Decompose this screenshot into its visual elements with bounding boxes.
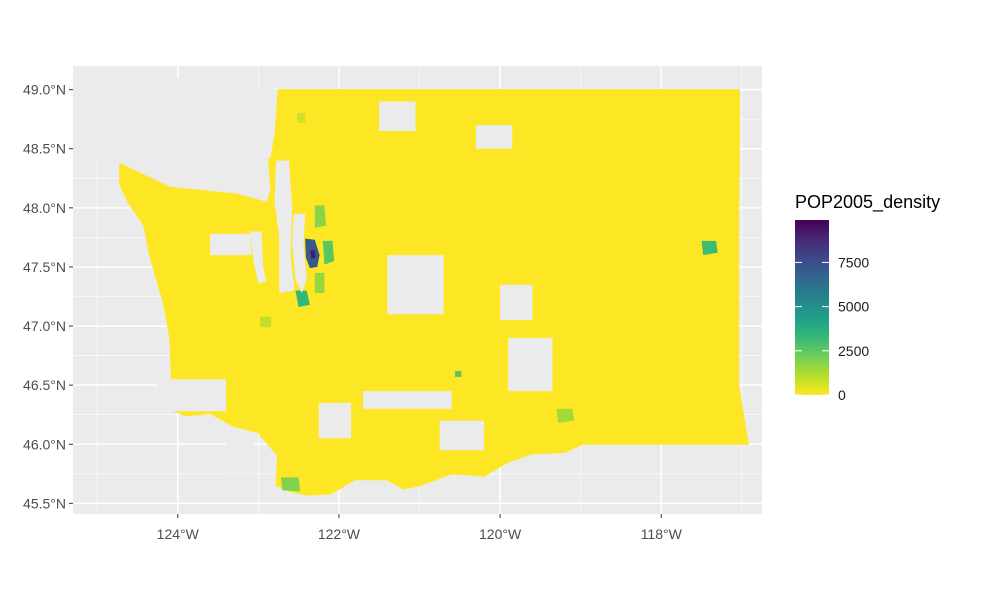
legend-title: POP2005_density: [795, 192, 940, 213]
y-tick-label: 48.5°N: [23, 141, 66, 157]
density-region: [556, 408, 575, 423]
gap-area: [508, 337, 553, 392]
y-tick-label: 47.5°N: [23, 259, 66, 275]
y-tick-label: 48.0°N: [23, 200, 66, 216]
gap-area: [210, 233, 252, 256]
water-body: [250, 231, 267, 284]
water-bodies: [250, 89, 307, 293]
y-tick-label: 45.5°N: [23, 495, 66, 511]
density-region: [455, 371, 462, 377]
density-region: [309, 250, 316, 259]
y-axis-ticks: 45.5°N 46.0°N 46.5°N 47.0°N 47.5°N 48.0°N 48.5…: [23, 82, 73, 511]
density-region: [322, 240, 335, 265]
gap-area: [318, 402, 351, 439]
x-tick-label: 122°W: [318, 526, 361, 542]
legend-ticks: 0 2500 5000 7500: [795, 254, 869, 403]
y-tick-label: 49.0°N: [23, 82, 66, 98]
density-region: [314, 272, 325, 293]
legend-colorbar: [795, 220, 829, 395]
x-tick-label: 118°W: [641, 526, 683, 542]
x-tick-label: 120°W: [479, 526, 522, 542]
gap-area: [363, 391, 452, 409]
gap-area: [439, 420, 484, 451]
y-tick-label: 46.0°N: [23, 436, 66, 452]
gap-area: [475, 125, 513, 149]
gap-area: [226, 438, 255, 474]
water-body: [292, 213, 307, 293]
gap-area: [387, 255, 444, 315]
legend-label: 0: [838, 387, 846, 403]
gap-area: [73, 66, 278, 202]
density-region: [701, 240, 718, 256]
legend-label: 2500: [838, 343, 869, 359]
density-region: [314, 205, 326, 228]
x-axis-ticks: 124°W 122°W 120°W 118°W: [157, 514, 683, 542]
y-tick-label: 47.0°N: [23, 318, 66, 334]
legend-label: 7500: [838, 254, 869, 270]
x-tick-label: 124°W: [157, 526, 200, 542]
gap-area: [500, 284, 533, 321]
density-region: [260, 316, 272, 328]
y-tick-label: 46.5°N: [23, 377, 66, 393]
density-region: [280, 477, 301, 492]
density-region: [297, 113, 306, 123]
density-regions: [260, 113, 718, 492]
legend-label: 5000: [838, 299, 869, 315]
water-body: [274, 160, 295, 293]
gap-area: [379, 101, 416, 131]
gap-area: [157, 379, 227, 412]
non-data-areas: [73, 66, 553, 474]
legend: POP2005_density 0 2500 5000 7500: [795, 192, 940, 403]
density-region: [295, 290, 310, 308]
water-body: [254, 89, 278, 159]
